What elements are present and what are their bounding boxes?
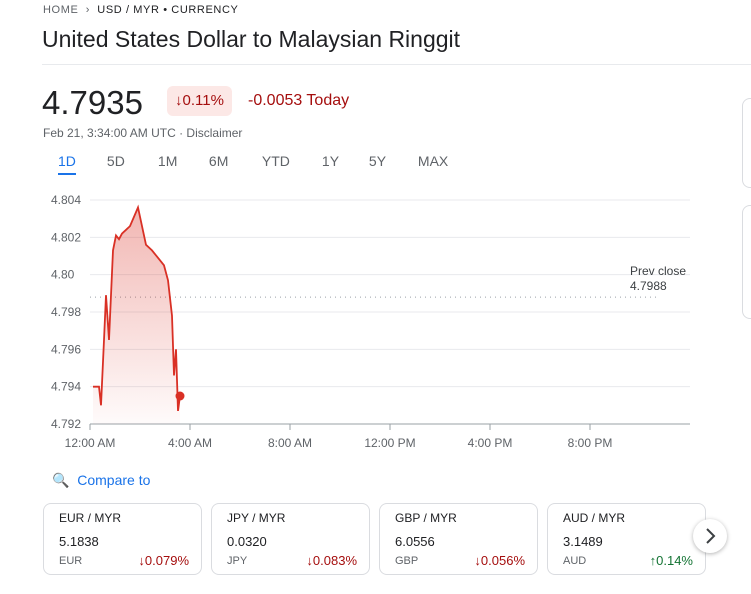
- line: [93, 204, 181, 412]
- range-tabs: 1D 5D 1M 6M YTD 1Y 5Y MAX: [58, 153, 458, 175]
- card-change-value: 0.079%: [144, 553, 189, 568]
- range-tab[interactable]: 5Y: [368, 153, 387, 169]
- card-change: ↓0.083%: [306, 553, 357, 568]
- range-tab[interactable]: 1M: [157, 153, 178, 169]
- y-tick-label: 4.802: [51, 230, 81, 244]
- code: AUD: [563, 555, 587, 567]
- card-change-value: 0.056%: [480, 553, 525, 568]
- change-percent: 0.11%: [182, 92, 224, 109]
- breadcrumb: HOME › USD / MYR • CURRENCY: [43, 4, 239, 16]
- compare-button[interactable]: 🔍 Compare to: [52, 472, 151, 488]
- y-tick-label: 4.794: [51, 380, 81, 394]
- card-price: 3.1489: [563, 534, 603, 549]
- chevron: [706, 528, 716, 544]
- x-tick-label: 4:00 AM: [168, 436, 212, 450]
- currency-card[interactable]: AUD / MYR 3.1489 AUD ↑0.14%: [547, 503, 706, 575]
- range-tab[interactable]: 1D: [58, 153, 76, 175]
- chart: 4.804 4.802 4.80 4.798 4.796 4.794 4.792 12:00 …: [51, 193, 690, 450]
- card-change: ↓0.056%: [474, 553, 525, 568]
- pair: AUD / MYR: [563, 511, 626, 525]
- code: GBP: [395, 555, 419, 567]
- card-price: 6.0556: [395, 534, 435, 549]
- y-tick-label: 4.80: [51, 268, 75, 282]
- pair: EUR / MYR: [59, 511, 122, 525]
- breadcrumb-path: USD / MYR • CURRENCY: [97, 4, 239, 16]
- separator: [42, 64, 751, 65]
- card-price: 5.1838: [59, 534, 99, 549]
- timestamp: Feb 21, 3:34:00 AM UTC: [43, 126, 176, 140]
- side-panel: [742, 205, 751, 319]
- price: 4.7935: [42, 84, 143, 121]
- y-tick-label: 4.804: [51, 193, 81, 207]
- change-today: -0.0053 Today: [248, 92, 350, 109]
- pair: GBP / MYR: [395, 511, 457, 525]
- card-price: 0.0320: [227, 534, 267, 549]
- y-tick-label: 4.792: [51, 417, 81, 431]
- currency-card[interactable]: GBP / MYR 6.0556 GBP ↓0.056%: [379, 503, 538, 575]
- code: EUR: [59, 555, 83, 567]
- side-panel: [742, 98, 751, 188]
- y-tick-label: 4.798: [51, 305, 81, 319]
- card-change-value: 0.083%: [312, 553, 357, 568]
- x-tick-label: 8:00 AM: [268, 436, 312, 450]
- y-tick-label: 4.796: [51, 342, 81, 356]
- prev-close-value: 4.7988: [630, 279, 667, 293]
- disclaimer[interactable]: Disclaimer: [186, 126, 243, 140]
- code: JPY: [227, 555, 248, 567]
- range-tab[interactable]: YTD: [261, 153, 290, 169]
- range-tab[interactable]: 1Y: [321, 153, 340, 169]
- currency-card[interactable]: JPY / MYR 0.0320 JPY ↓0.083%: [211, 503, 370, 575]
- x-tick-label: 8:00 PM: [568, 436, 613, 450]
- home-link[interactable]: HOME: [43, 4, 79, 16]
- prev-close-label: Prev close: [630, 264, 686, 278]
- card-change-value: 0.14%: [656, 553, 693, 568]
- area: [93, 207, 180, 424]
- x-tick-label: 4:00 PM: [468, 436, 513, 450]
- range-tab[interactable]: 5D: [106, 153, 125, 169]
- range-tab[interactable]: 6M: [208, 153, 229, 169]
- currency-card[interactable]: EUR / MYR 5.1838 EUR ↓0.079%: [43, 503, 202, 575]
- compare-label: Compare to: [77, 472, 151, 488]
- pair: JPY / MYR: [227, 511, 286, 525]
- range-tab[interactable]: MAX: [417, 153, 449, 169]
- next-button[interactable]: [693, 519, 727, 553]
- timestamp-row: Feb 21, 3:34:00 AM UTC · Disclaimer: [43, 126, 243, 140]
- change-badge: ↓0.11%: [167, 86, 232, 116]
- x-tick-label: 12:00 PM: [364, 436, 415, 450]
- card-change: ↑0.14%: [649, 553, 693, 568]
- card-change: ↓0.079%: [138, 553, 189, 568]
- title: United States Dollar to Malaysian Ringgi…: [42, 26, 461, 52]
- x-tick-label: 12:00 AM: [65, 436, 116, 450]
- current-point: [175, 391, 185, 401]
